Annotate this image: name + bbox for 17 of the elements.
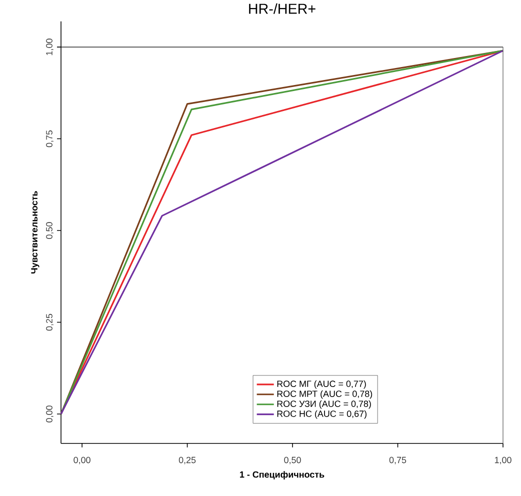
x-axis-title: 1 - Специфичность [240, 470, 324, 480]
legend-label: ROC МРТ (AUC = 0,78) [277, 390, 372, 399]
y-tick-label: 0,25 [46, 314, 54, 330]
x-tick-label: 0,25 [178, 456, 196, 464]
legend-label: ROC НС (AUC = 0,67) [277, 410, 366, 419]
x-tick-label: 1,00 [494, 456, 512, 464]
x-tick-label: 0,50 [284, 456, 301, 464]
legend-label: ROC МГ (AUC = 0,77) [277, 380, 366, 389]
y-axis-title: Чувствительность [31, 190, 40, 274]
y-tick-label: 0,75 [46, 130, 54, 147]
y-tick-label: 0,00 [46, 405, 54, 422]
x-tick-label: 0,00 [74, 456, 90, 464]
chart-title: HR-/HER+ [249, 3, 316, 14]
legend-label: ROC УЗИ (AUC = 0,78) [277, 400, 371, 409]
y-tick-label: 1,00 [46, 38, 54, 55]
y-tick-label: 0,50 [46, 222, 54, 239]
x-tick-label: 0,75 [389, 456, 406, 464]
